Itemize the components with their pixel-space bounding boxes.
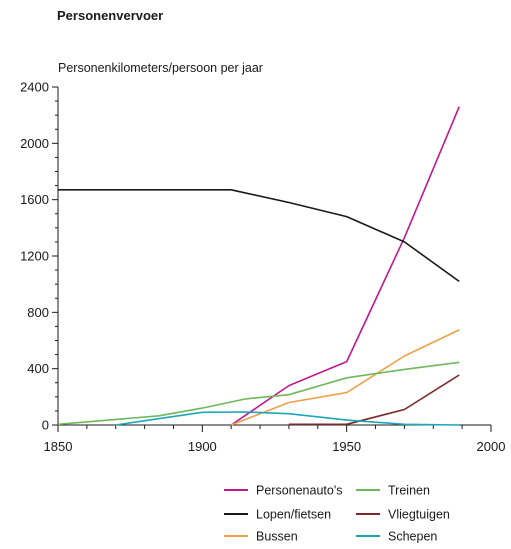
legend-label: Lopen/fietsen (256, 508, 331, 522)
legend-label: Schepen (388, 530, 437, 544)
legend-label: Treinen (388, 484, 430, 498)
series-line (230, 329, 460, 426)
legend-label: Personenauto's (256, 484, 342, 498)
y-tick-label: 1200 (20, 249, 49, 264)
y-tick-label: 1600 (20, 192, 49, 207)
x-tick-label: 1900 (188, 439, 217, 454)
y-tick-label: 0 (42, 418, 49, 433)
legend-label: Bussen (256, 530, 298, 544)
chart-title: Personenvervoer (57, 8, 164, 23)
y-tick-label: 400 (27, 361, 49, 376)
x-tick-label: 2000 (477, 439, 506, 454)
y-axis-label: Personenkilometers/persoon per jaar (58, 61, 263, 75)
series-line (58, 189, 460, 283)
y-tick-label: 2000 (20, 136, 49, 151)
x-tick-label: 1850 (44, 439, 73, 454)
legend: Personenauto's Lopen/fietsen Bussen Treinen… (224, 484, 450, 544)
y-tick-label: 2400 (20, 80, 49, 95)
series-line (57, 361, 460, 426)
series-line (230, 106, 460, 426)
series-line (115, 411, 460, 426)
series-line (288, 374, 460, 426)
legend-label: Vliegtuigen (388, 508, 450, 522)
x-tick-label: 1950 (332, 439, 361, 454)
series-lines (57, 106, 460, 426)
y-tick-label: 800 (27, 305, 49, 320)
